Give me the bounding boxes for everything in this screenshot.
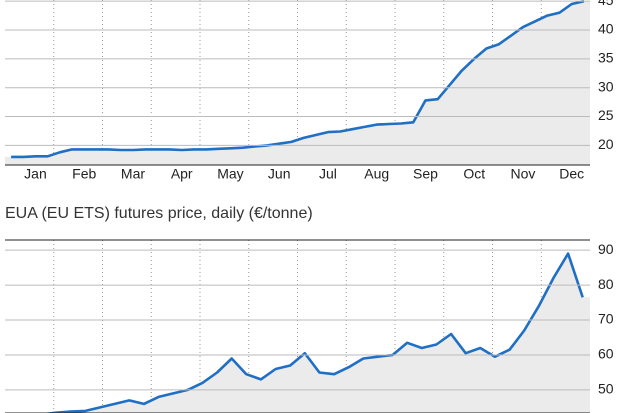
plot (5, 252, 590, 413)
y-tick-label: 90 (598, 241, 614, 257)
chart-title: EUA (EU ETS) futures price, daily (€/ton… (5, 205, 313, 222)
line (42, 252, 584, 413)
plot (5, 0, 590, 165)
x-tick-label: Feb (72, 166, 96, 182)
y-tick-label: 80 (598, 276, 614, 292)
x-tick-label: Oct (463, 166, 485, 182)
x-tick-label: Apr (171, 166, 193, 182)
x-tick-label: Nov (511, 166, 536, 182)
y-tick-label: 35 (598, 50, 614, 66)
y-tick-label: 50 (598, 381, 614, 397)
y-tick-label: 60 (598, 346, 614, 362)
y-tick-label: 40 (598, 21, 614, 37)
y-tick-label: 45 (598, 0, 614, 8)
y-tick-label: 70 (598, 311, 614, 327)
x-tick-label: May (217, 166, 243, 182)
area (5, 1, 590, 165)
x-tick-label: Sep (413, 166, 438, 182)
y-tick-label: 30 (598, 78, 614, 94)
x-tick-label: Jun (268, 166, 291, 182)
x-tick-label: Jul (319, 166, 337, 182)
x-tick-label: Dec (559, 166, 584, 182)
x-tick-label: Mar (121, 166, 145, 182)
y-tick-label: 20 (598, 136, 614, 152)
line (11, 0, 585, 159)
x-tick-label: Aug (364, 166, 389, 182)
y-tick-label: 25 (598, 107, 614, 123)
area (5, 253, 590, 413)
x-tick-label: Jan (24, 166, 47, 182)
